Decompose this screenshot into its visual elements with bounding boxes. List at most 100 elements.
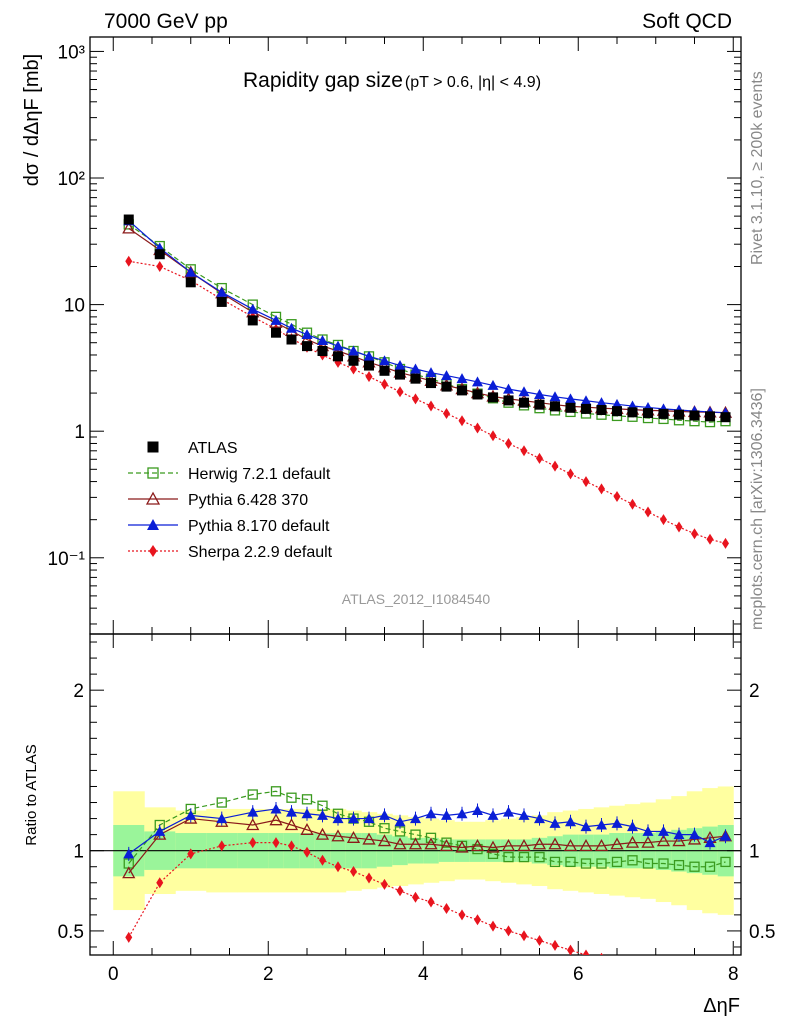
ratio-point-pythia8 [611, 817, 623, 828]
ratio-point-pythia8 [487, 809, 499, 820]
main-point-pythia8 [216, 286, 228, 297]
ratio-point-pythia8 [596, 819, 607, 830]
ratio-point-pythia6 [548, 837, 562, 850]
ratio-ylabel: Ratio to ATLAS [23, 744, 40, 845]
legend: ATLAS Herwig 7.2.1 default Pythia 6.428 37… [128, 440, 333, 561]
legend-label-atlas: ATLAS [188, 440, 238, 457]
rivet-version-label: Rivet 3.1.10, ≥ 200k events [749, 71, 766, 265]
legend-marker-herwig [147, 467, 159, 479]
ratio-point-pythia6 [331, 829, 345, 842]
ratio-point-pythia6 [563, 839, 578, 852]
ratio-point-pythia8 [642, 825, 654, 836]
legend-label-pythia6: Pythia 6.428 370 [188, 492, 308, 509]
ratio-point-herwig [441, 837, 452, 848]
ratio-point-herwig [216, 797, 227, 808]
legend-marker-sherpa [149, 545, 157, 557]
ratio-point-sherpa [396, 885, 404, 897]
energy-label: 7000 GeV pp [104, 10, 228, 33]
legend-label-herwig: Herwig 7.2.1 default [188, 466, 331, 483]
ratio-point-herwig [565, 856, 576, 868]
main-point-atlas [519, 397, 529, 408]
ratio-point-pythia8 [456, 808, 468, 819]
main-point-atlas [643, 408, 653, 419]
ratio-point-sherpa [536, 935, 543, 947]
main-point-pythia8 [363, 350, 375, 361]
main-point-atlas [348, 355, 359, 366]
main-point-pythia8 [410, 363, 421, 374]
ratio-point-pythia8 [704, 837, 716, 848]
ratio-point-pythia6 [315, 827, 330, 840]
ratio-point-pythia8 [425, 808, 437, 819]
main-series-herwig [123, 219, 731, 428]
main-point-atlas [658, 408, 669, 419]
main-point-atlas [154, 249, 165, 260]
main-point-pythia8 [565, 393, 576, 404]
ratio-point-pythia6 [610, 837, 624, 850]
ratio-point-pythia8 [154, 825, 166, 836]
main-point-pythia8 [472, 376, 483, 387]
ratio-point-sherpa [551, 939, 559, 951]
ratio-point-sherpa [707, 974, 714, 985]
main-point-pythia8 [487, 379, 499, 390]
ratio-point-pythia6 [269, 813, 283, 826]
ratio-point-herwig [286, 792, 297, 803]
main-point-atlas [271, 327, 281, 338]
legend-entry-atlas: ATLAS [147, 440, 238, 457]
ratio-xtick-label: 6 [573, 964, 584, 985]
ratio-point-pythia6 [625, 835, 640, 848]
main-point-sherpa [675, 521, 683, 533]
legend-entry-sherpa: Sherpa 2.2.9 default [128, 544, 333, 561]
main-point-sherpa [582, 476, 590, 488]
main-point-pythia8 [379, 355, 390, 366]
ratio-point-pythia6 [470, 839, 485, 852]
ratio-point-pythia8 [363, 813, 375, 824]
ratio-point-pythia6 [377, 834, 392, 847]
main-ytick-label: 10 [64, 296, 85, 317]
legend-label-pythia8: Pythia 8.170 default [188, 518, 330, 535]
legend-entry-pythia6: Pythia 6.428 370 [128, 491, 308, 509]
legend-marker-atlas [147, 441, 159, 453]
ratio-point-herwig [704, 861, 716, 872]
main-point-pythia8 [301, 329, 313, 340]
mcplots-label: mcplots.cern.ch [arXiv:1306.3436] [749, 388, 766, 630]
ratio-point-sherpa [156, 877, 164, 889]
main-point-atlas [488, 392, 498, 403]
ratio-point-sherpa [676, 969, 683, 980]
ratio-point-herwig [642, 858, 654, 869]
ratio-point-pythia6 [284, 818, 299, 831]
ratio-point-sherpa [691, 972, 698, 983]
main-point-atlas [581, 403, 591, 414]
ratio-point-sherpa [600, 952, 603, 955]
ratio-point-sherpa [125, 931, 133, 943]
ratio-ytick-label: 1 [73, 842, 84, 863]
main-point-atlas [441, 381, 452, 392]
ratio-ytick-label: 2 [73, 681, 84, 702]
ratio-point-pythia8 [534, 813, 545, 824]
ratio-point-pythia8 [270, 803, 282, 814]
ratio-point-sherpa [567, 944, 574, 955]
ratio-ytick-label-right: 1 [749, 842, 760, 863]
main-point-atlas [596, 405, 607, 416]
ratio-point-herwig [379, 823, 390, 834]
main-point-pythia8 [518, 386, 530, 397]
ratio-point-pythia6 [393, 837, 407, 850]
main-point-pythia8 [317, 335, 328, 346]
main-point-sherpa [412, 393, 419, 405]
main-point-sherpa [567, 468, 574, 480]
ratio-point-pythia8 [410, 813, 421, 824]
main-point-atlas [410, 373, 421, 384]
main-point-sherpa [613, 490, 621, 502]
main-point-sherpa [520, 445, 528, 457]
ratio-point-herwig [658, 858, 669, 869]
main-point-pythia8 [247, 303, 259, 314]
ratio-point-pythia6 [517, 839, 531, 852]
main-series-atlas [123, 214, 731, 423]
main-point-atlas [689, 410, 700, 421]
ratio-point-pythia8 [301, 808, 313, 819]
main-point-pythia8 [394, 360, 406, 371]
main-point-sherpa [691, 528, 698, 540]
main-point-sherpa [629, 498, 636, 510]
ratio-point-herwig [534, 851, 545, 863]
